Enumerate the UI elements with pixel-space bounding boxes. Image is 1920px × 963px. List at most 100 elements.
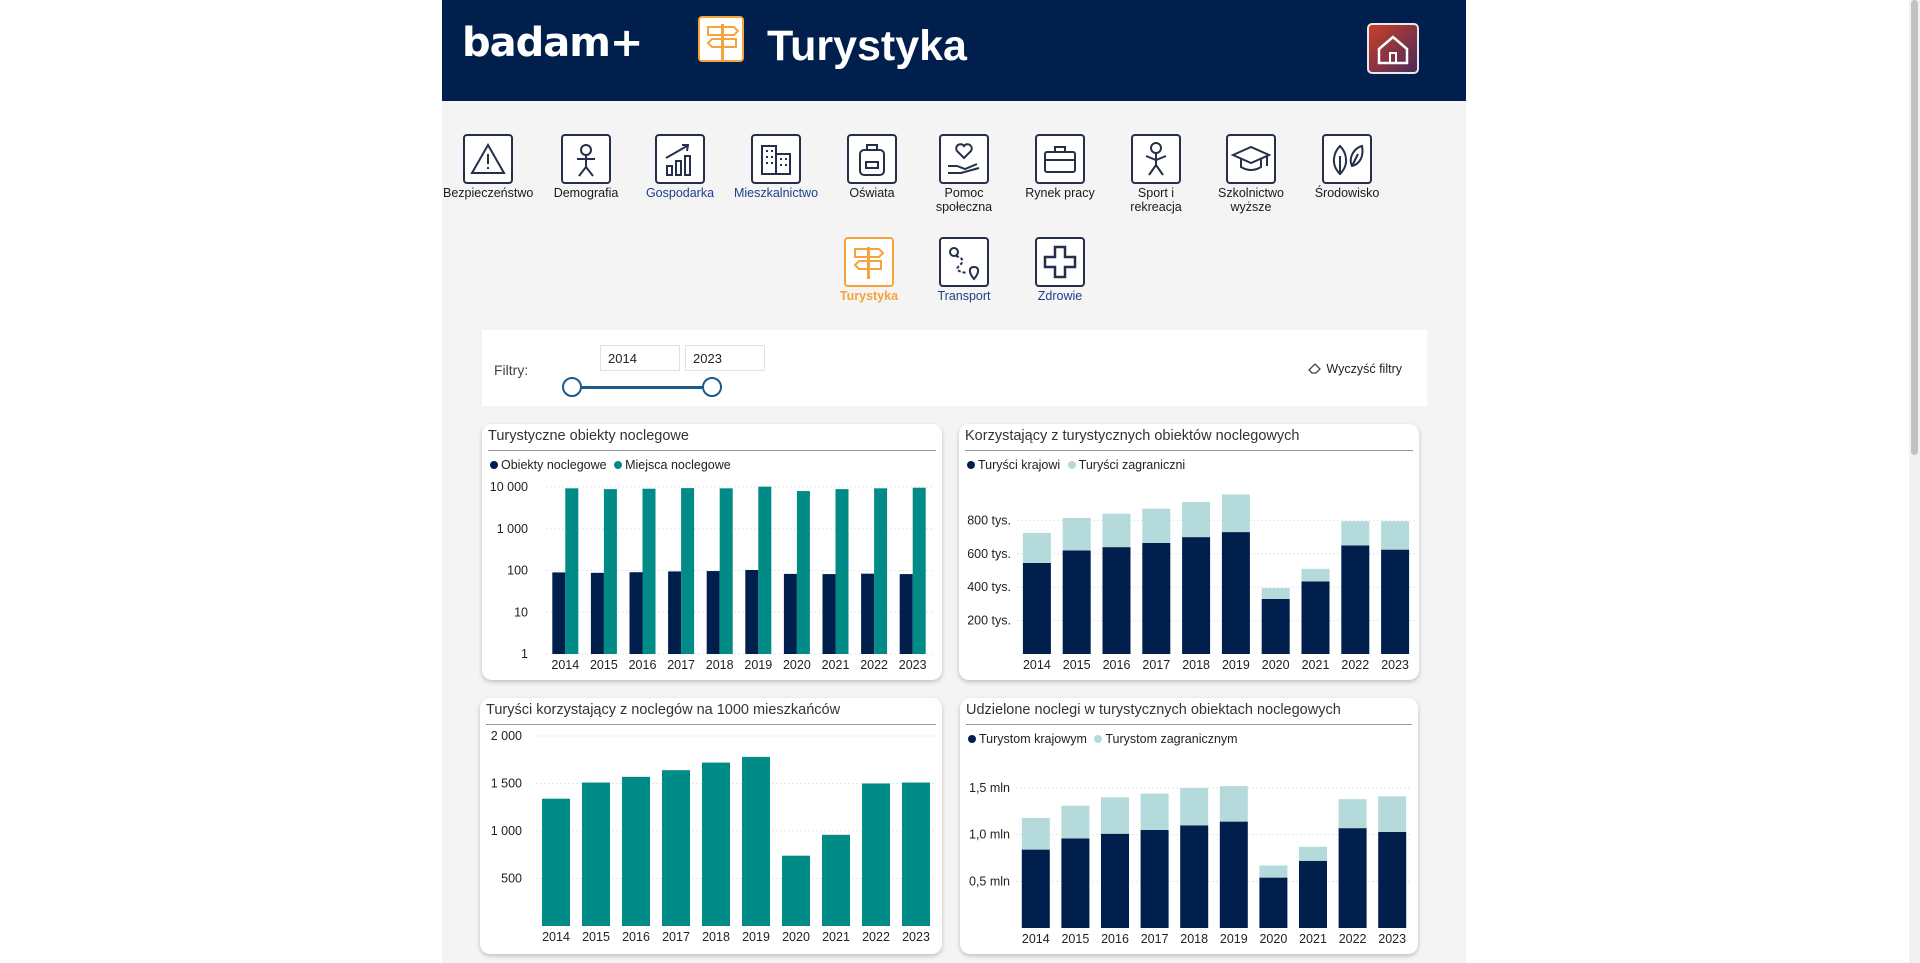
- category-mieszkalnictwo[interactable]: Mieszkalnictwo: [731, 134, 821, 200]
- y-tick-label: 2 000: [491, 729, 522, 743]
- bar-2023-s1[interactable]: [1381, 521, 1410, 550]
- bar-2021-s1[interactable]: [1299, 846, 1327, 861]
- bar-2022-s1[interactable]: [1341, 521, 1370, 546]
- bar-2017-s0[interactable]: [1140, 830, 1169, 928]
- bar-2019-s0[interactable]: [1219, 821, 1248, 928]
- bar-2014-s0[interactable]: [552, 572, 566, 654]
- bar-2022-s1[interactable]: [1338, 799, 1367, 829]
- app-logo[interactable]: badam+: [462, 20, 643, 66]
- bar-2020-s0[interactable]: [1259, 877, 1288, 928]
- bar-2019-s0[interactable]: [1221, 532, 1250, 654]
- sport-person-icon: [1131, 134, 1181, 184]
- bar-2016-s0[interactable]: [1102, 547, 1131, 654]
- bar-2014-s1[interactable]: [1022, 532, 1051, 563]
- bar-2016[interactable]: [622, 776, 650, 926]
- slider-end-handle[interactable]: [702, 377, 722, 397]
- category-rynek-pracy[interactable]: Rynek pracy: [1015, 134, 1105, 200]
- bar-2018-s1[interactable]: [1182, 502, 1211, 538]
- bar-2017[interactable]: [662, 770, 690, 926]
- home-button[interactable]: [1367, 23, 1419, 74]
- category-oświata[interactable]: Oświata: [827, 134, 917, 200]
- y-tick-label: 1 500: [491, 777, 522, 791]
- bar-2021[interactable]: [822, 834, 850, 926]
- bar-2018-s0[interactable]: [706, 571, 720, 654]
- bar-2016-s1[interactable]: [1101, 797, 1129, 834]
- bar-2023-s0[interactable]: [899, 574, 913, 654]
- year-from-input[interactable]: 2014: [600, 345, 680, 371]
- scrollbar-thumb[interactable]: [1911, 0, 1918, 455]
- bar-2016-s1[interactable]: [642, 488, 656, 654]
- bar-2015-s0[interactable]: [1062, 550, 1091, 654]
- bar-2019-s1[interactable]: [758, 486, 772, 654]
- bar-2016-s0[interactable]: [1101, 833, 1129, 928]
- category-demografia[interactable]: Demografia: [541, 134, 631, 200]
- bar-2023-s1[interactable]: [912, 487, 926, 654]
- bar-2022[interactable]: [862, 783, 890, 927]
- page-scrollbar[interactable]: [1909, 0, 1920, 963]
- bar-2021-s1[interactable]: [1301, 568, 1330, 582]
- bar-2017-s1[interactable]: [1142, 508, 1171, 543]
- bar-2020-s1[interactable]: [1261, 588, 1290, 599]
- bar-2018[interactable]: [702, 762, 730, 926]
- bar-2023-s1[interactable]: [1378, 796, 1407, 832]
- bar-2022-s0[interactable]: [861, 573, 875, 654]
- category-turystyka[interactable]: Turystyka: [824, 237, 914, 303]
- category-szkolnictwo-wyższe[interactable]: Szkolnictwo wyższe: [1206, 134, 1296, 214]
- bar-2014[interactable]: [542, 798, 570, 926]
- bar-2017-s1[interactable]: [1140, 793, 1169, 830]
- bar-2023-s0[interactable]: [1378, 831, 1407, 928]
- bar-2017-s0[interactable]: [668, 571, 682, 654]
- clear-filters-button[interactable]: Wyczyść filtry: [1307, 361, 1402, 376]
- bar-2014-s0[interactable]: [1021, 849, 1050, 928]
- bar-2015-s0[interactable]: [1061, 838, 1090, 928]
- bar-2014-s1[interactable]: [1021, 817, 1050, 850]
- year-to-input[interactable]: 2023: [685, 345, 765, 371]
- bar-2020-s1[interactable]: [796, 491, 810, 654]
- bar-2014-s0[interactable]: [1022, 562, 1051, 654]
- category-zdrowie[interactable]: Zdrowie: [1015, 237, 1105, 303]
- bar-2020[interactable]: [782, 855, 810, 926]
- bar-2015-s0[interactable]: [590, 572, 604, 654]
- y-tick-label: 1 000: [491, 824, 522, 838]
- bar-2018-s0[interactable]: [1180, 825, 1209, 928]
- bar-2019[interactable]: [742, 756, 770, 926]
- bar-2015-s1[interactable]: [1062, 517, 1091, 551]
- category-pomoc-społeczna[interactable]: Pomoc społeczna: [919, 134, 1009, 214]
- bar-2023[interactable]: [902, 782, 930, 926]
- bar-2021-s0[interactable]: [1301, 581, 1330, 654]
- bar-2015-s1[interactable]: [1061, 805, 1090, 839]
- x-tick-label: 2022: [1341, 658, 1369, 672]
- bar-2020-s0[interactable]: [1261, 598, 1290, 654]
- bar-2016-s0[interactable]: [629, 572, 643, 654]
- slider-start-handle[interactable]: [562, 377, 582, 397]
- bar-2022-s0[interactable]: [1341, 545, 1370, 654]
- x-tick-label: 2023: [1381, 658, 1409, 672]
- bar-2020-s1[interactable]: [1259, 865, 1288, 878]
- bar-2021-s0[interactable]: [1299, 860, 1327, 928]
- category-bezpieczeństwo[interactable]: Bezpieczeństwo: [443, 134, 533, 200]
- bar-2020-s0[interactable]: [783, 573, 797, 654]
- bar-2022-s0[interactable]: [1338, 828, 1367, 928]
- bar-2018-s1[interactable]: [1180, 788, 1209, 826]
- bar-2014-s1[interactable]: [565, 488, 579, 654]
- bar-2021-s1[interactable]: [835, 489, 849, 654]
- bar-2023-s0[interactable]: [1381, 549, 1410, 654]
- bar-2019-s1[interactable]: [1221, 494, 1250, 533]
- bar-2015-s1[interactable]: [603, 489, 617, 654]
- bar-2017-s1[interactable]: [681, 488, 695, 654]
- bar-2018-s0[interactable]: [1182, 537, 1211, 654]
- bar-2015[interactable]: [582, 782, 610, 926]
- category-transport[interactable]: Transport: [919, 237, 1009, 303]
- bar-2017-s0[interactable]: [1142, 542, 1171, 654]
- bar-2021-s0[interactable]: [822, 574, 836, 654]
- category-gospodarka[interactable]: Gospodarka: [635, 134, 725, 200]
- bar-2018-s1[interactable]: [719, 488, 733, 654]
- y-tick-label: 200 tys.: [967, 614, 1011, 628]
- bar-2019-s1[interactable]: [1219, 786, 1248, 822]
- bar-2019-s0[interactable]: [745, 569, 759, 654]
- bar-2022-s1[interactable]: [874, 488, 888, 654]
- bar-2016-s1[interactable]: [1102, 513, 1131, 548]
- category-środowisko[interactable]: Środowisko: [1302, 134, 1392, 200]
- category-sport-i-rekreacja[interactable]: Sport i rekreacja: [1111, 134, 1201, 214]
- year-range-slider[interactable]: [572, 386, 712, 389]
